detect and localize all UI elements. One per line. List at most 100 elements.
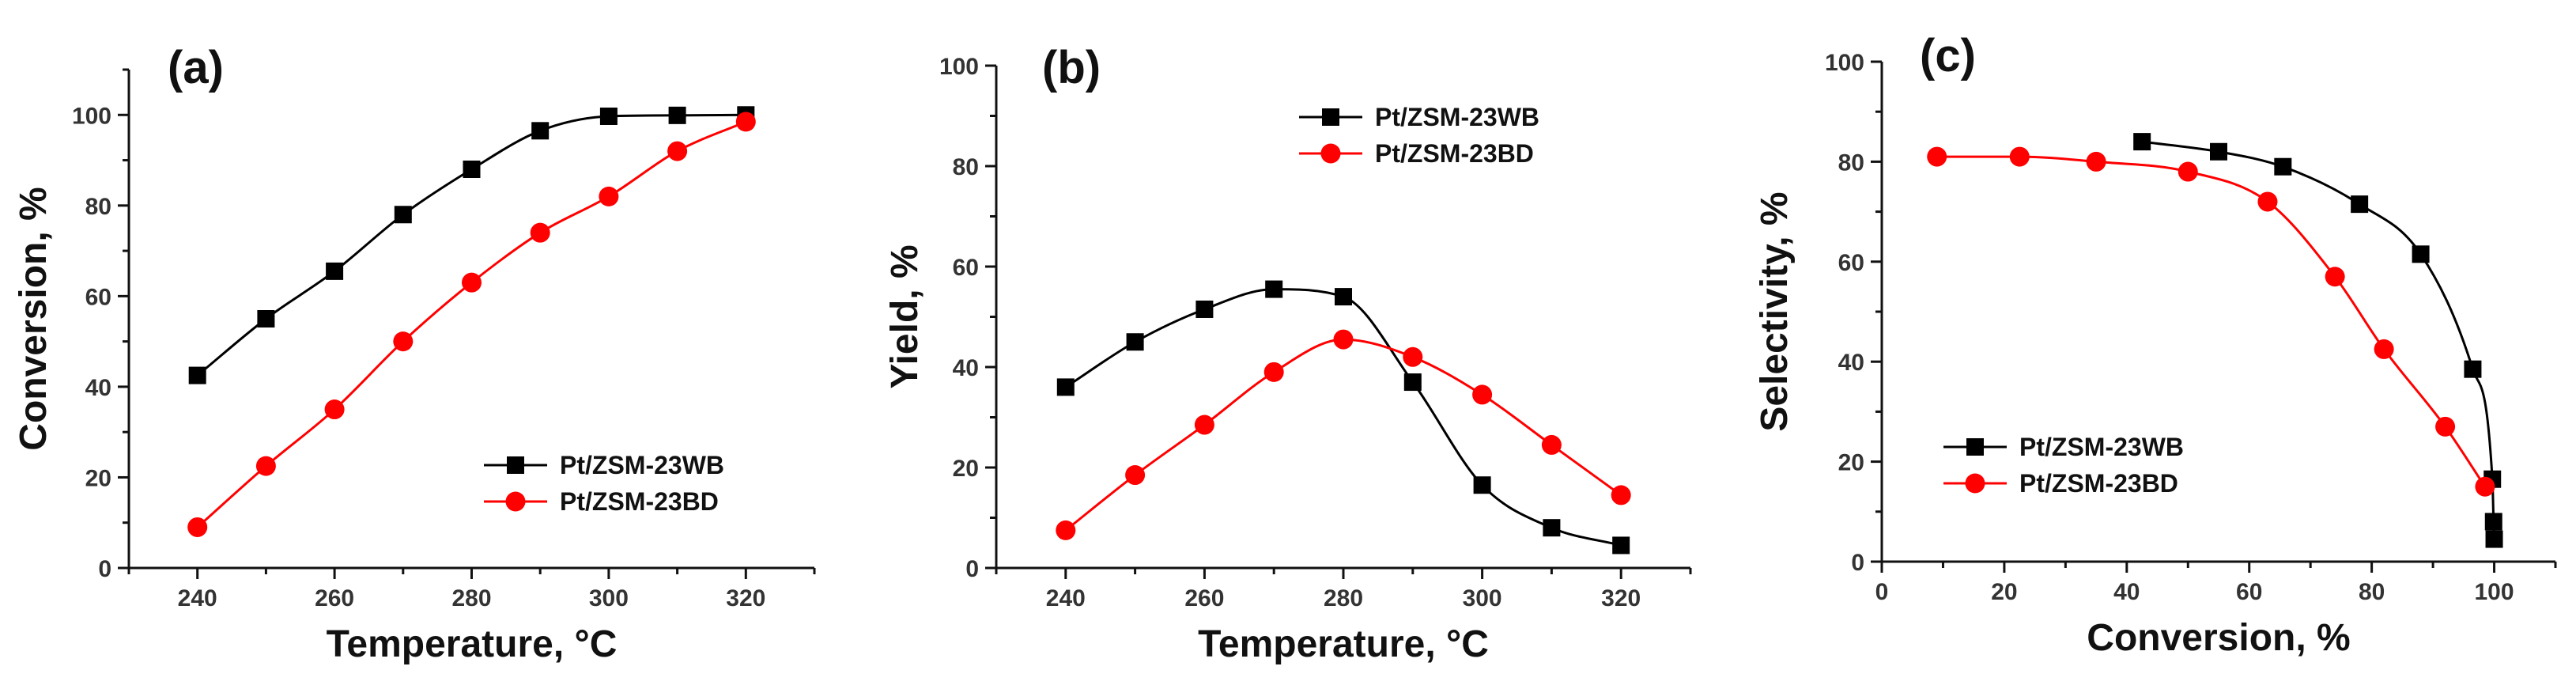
data-point <box>187 517 208 537</box>
data-point <box>1543 519 1561 537</box>
data-point <box>1194 415 1214 435</box>
data-point <box>1195 300 1214 318</box>
y-tick-label: 20 <box>85 465 111 491</box>
x-tick-label: 320 <box>726 585 765 611</box>
data-point <box>2374 339 2394 359</box>
x-tick-label: 20 <box>1991 579 2017 605</box>
legend-marker <box>1322 108 1339 126</box>
panel-1: 240 260 280 300 320 0 20 40 60 80 100 Temperature, … <box>13 42 816 665</box>
data-point <box>2178 161 2198 182</box>
y-tick-label: 0 <box>98 556 111 582</box>
data-point <box>735 112 756 132</box>
y-tick-label: 60 <box>953 255 979 281</box>
y-tick-label: 20 <box>953 456 979 482</box>
data-point <box>1473 476 1491 494</box>
data-point <box>530 222 550 243</box>
y-tick-label: 60 <box>1838 250 1864 276</box>
data-point <box>1263 362 1284 382</box>
legend-label: Pt/ZSM-23BD <box>560 487 719 516</box>
y-tick-label: 60 <box>85 284 111 310</box>
legend-marker <box>505 491 526 512</box>
x-tick-label: 240 <box>1046 585 1086 611</box>
x-tick-label: 320 <box>1601 585 1641 611</box>
data-point <box>2325 267 2345 287</box>
x-tick-label: 0 <box>1875 579 1889 605</box>
data-point <box>1126 333 1144 351</box>
data-point <box>1056 520 1076 540</box>
data-point <box>2086 151 2106 172</box>
y-tick-label: 100 <box>939 54 979 80</box>
x-tick-label: 60 <box>2236 579 2262 605</box>
x-tick-label: 260 <box>1184 585 1224 611</box>
legend-marker <box>1965 473 1985 494</box>
x-axis-title: Conversion, % <box>2087 617 2350 659</box>
x-axis-title: Temperature, °C <box>327 623 618 665</box>
series-bd <box>1056 329 1631 540</box>
data-point <box>2464 360 2482 378</box>
x-tick-label: 260 <box>315 585 354 611</box>
data-point <box>1265 280 1283 298</box>
panel-label: (b) <box>1042 42 1101 93</box>
series-bd <box>187 112 756 537</box>
panel-label: (c) <box>1920 30 1976 81</box>
series-bd <box>1927 146 2495 497</box>
legend-label: Pt/ZSM-23BD <box>1375 139 1534 168</box>
legend: Pt/ZSM-23WB Pt/ZSM-23BD <box>1943 433 2184 498</box>
y-tick-label: 80 <box>1838 150 1864 176</box>
data-point <box>1541 434 1562 455</box>
legend: Pt/ZSM-23WB Pt/ZSM-23BD <box>484 451 724 516</box>
data-point <box>1056 378 1075 396</box>
x-tick-label: 300 <box>1463 585 1502 611</box>
y-tick-label: 80 <box>85 194 111 220</box>
series-wb <box>1056 280 1630 555</box>
data-point <box>1403 346 1423 367</box>
y-tick-label: 0 <box>1851 550 1864 576</box>
data-point <box>326 262 344 280</box>
data-point <box>2274 157 2292 176</box>
data-point <box>1612 536 1630 555</box>
legend-label: Pt/ZSM-23WB <box>2019 433 2184 461</box>
data-point <box>2133 133 2151 151</box>
series-wb <box>2133 133 2503 548</box>
y-tick-label: 20 <box>1838 450 1864 476</box>
y-tick-label: 100 <box>1825 50 1864 76</box>
data-point <box>2351 195 2369 214</box>
legend-marker <box>1966 438 1984 456</box>
data-point <box>2485 530 2503 548</box>
data-point <box>188 366 206 384</box>
legend-marker <box>507 456 524 474</box>
y-axis-title: Conversion, % <box>13 187 55 450</box>
data-point <box>394 206 412 224</box>
data-point <box>2009 146 2030 167</box>
data-point <box>1335 288 1352 306</box>
legend-label: Pt/ZSM-23WB <box>560 451 724 479</box>
data-point <box>1403 373 1422 392</box>
legend-label: Pt/ZSM-23BD <box>2019 469 2178 498</box>
data-point <box>1611 485 1631 505</box>
data-point <box>531 122 550 140</box>
x-tick-label: 80 <box>2359 579 2385 605</box>
data-point <box>462 272 482 293</box>
x-tick-label: 300 <box>589 585 629 611</box>
legend-label: Pt/ZSM-23WB <box>1375 103 1539 131</box>
data-point <box>2435 416 2456 437</box>
y-tick-label: 40 <box>85 375 111 401</box>
data-point <box>255 456 276 476</box>
x-tick-label: 40 <box>2113 579 2140 605</box>
data-point <box>667 141 688 161</box>
y-axis-title: Selectivity, % <box>1754 191 1796 431</box>
data-point <box>2484 513 2502 531</box>
data-point <box>2210 142 2227 161</box>
panel-2: 240 260 280 300 320 0 20 40 60 80 100 Temperature, … <box>884 42 1692 665</box>
data-point <box>257 310 275 327</box>
data-point <box>668 106 686 124</box>
panel-3: 0 20 40 60 80 100 0 20 40 60 80 100 Conversion, % Sel… <box>1754 30 2557 659</box>
y-tick-label: 40 <box>953 355 979 381</box>
data-point <box>1927 146 1947 167</box>
data-point <box>2257 191 2278 212</box>
y-tick-label: 80 <box>953 154 979 180</box>
x-tick-label: 100 <box>2475 579 2514 605</box>
data-point <box>1333 329 1354 350</box>
x-axis-title: Temperature, °C <box>1198 623 1489 665</box>
